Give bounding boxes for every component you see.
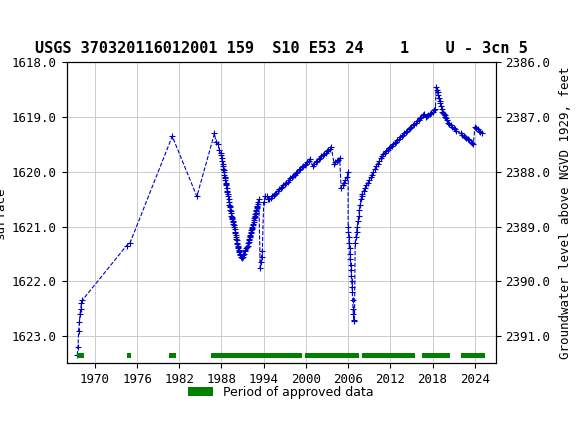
Y-axis label: Groundwater level above NGVD 1929, feet: Groundwater level above NGVD 1929, feet [559, 67, 572, 359]
Text: ≡USGS: ≡USGS [14, 14, 69, 31]
Y-axis label: Depth to water level, feet below land
surface: Depth to water level, feet below land su… [0, 74, 6, 352]
Legend: Period of approved data: Period of approved data [183, 381, 379, 404]
Title: USGS 370320116012001 159  S10 E53 24    1    U - 3cn 5: USGS 370320116012001 159 S10 E53 24 1 U … [35, 40, 528, 55]
